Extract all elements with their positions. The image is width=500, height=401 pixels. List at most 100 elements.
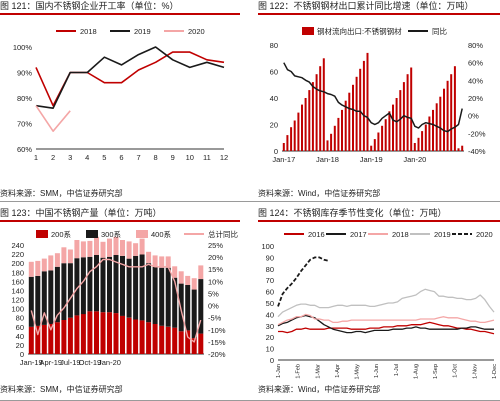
bar — [293, 120, 296, 151]
legend-label: 2019 — [134, 27, 151, 36]
stacked-bar-200系 — [172, 327, 178, 354]
series-line-2019 — [277, 288, 495, 318]
stacked-bar-400系 — [41, 258, 47, 272]
bar — [297, 112, 300, 151]
stacked-bar-300系 — [126, 258, 132, 318]
legend-label: 2020 — [476, 230, 493, 239]
stacked-bar-400系 — [152, 255, 158, 267]
bar — [286, 135, 289, 151]
stacked-bar-400系 — [165, 256, 171, 268]
stacked-bar-200系 — [35, 325, 41, 354]
tick-label: 20 — [270, 121, 278, 130]
stacked-bar-300系 — [94, 255, 99, 312]
tick-label: -40% — [468, 147, 486, 156]
tick-label: 40% — [468, 76, 483, 85]
legend-label: 2017 — [350, 230, 367, 239]
bar — [330, 133, 333, 151]
tick-label: 40 — [16, 332, 24, 341]
tick-label: Apr-19 — [40, 358, 63, 367]
tick-label: 60 — [270, 68, 278, 77]
bar — [384, 119, 387, 151]
stacked-bar-400系 — [146, 251, 152, 264]
panel-title: 图 124：不锈钢库存季节性变化（单位：万吨） — [258, 208, 447, 218]
tick-label: 10 — [186, 153, 194, 162]
stacked-bar-200系 — [120, 315, 125, 354]
tick-label: 20% — [208, 253, 223, 262]
legend-label: 300系 — [101, 229, 122, 239]
legend-label: 钢材流向出口:不锈钢钢材 — [317, 26, 402, 36]
tick-label: 1-Aug — [413, 364, 419, 379]
bar — [377, 132, 380, 151]
tick-label: 4 — [85, 153, 89, 162]
tick-label: 0% — [468, 112, 479, 121]
bar — [319, 66, 322, 151]
bar — [290, 127, 293, 151]
bar — [348, 92, 351, 151]
tick-label: 11 — [203, 153, 211, 162]
legend-label: 2018 — [80, 27, 97, 36]
chart-inventory: 0 10 20 30 40 50 60 70 80 90 100 1-Jan 1-Feb 1-Mar 1-A… — [261, 230, 498, 380]
tick-label: 0 — [270, 356, 274, 365]
tick-label: 12 — [220, 153, 228, 162]
stacked-bar-400系 — [159, 256, 165, 268]
tick-label: Oct-19 — [79, 358, 102, 367]
tick-label: -20% — [468, 129, 486, 138]
stacked-bar-400系 — [139, 238, 145, 255]
tick-label: 1-Jun — [374, 364, 380, 378]
tick-label: 80 — [16, 314, 24, 323]
bar — [417, 137, 420, 152]
tick-label: Jan-19 — [360, 155, 383, 164]
stacked-bar-200系 — [165, 326, 171, 355]
stacked-bar-400系 — [133, 243, 139, 256]
bar — [446, 80, 449, 151]
bar — [344, 100, 347, 151]
tick-label: 8 — [154, 153, 158, 162]
title-rule — [0, 13, 240, 15]
stacked-bar-300系 — [48, 270, 54, 324]
tick-label: 140 — [11, 286, 24, 295]
tick-label: 90% — [17, 69, 32, 78]
yoy-line — [283, 62, 463, 133]
series-line-2016 — [278, 321, 495, 335]
legend-label: 2016 — [308, 230, 325, 239]
tick-label: 1-Oct — [453, 364, 459, 378]
tick-label: Jan-17 — [272, 155, 295, 164]
bar — [421, 131, 424, 151]
legend-label: 200系 — [51, 229, 72, 239]
stacked-bar-400系 — [113, 236, 119, 255]
tick-label: 1 — [34, 153, 38, 162]
tick-label: -15% — [208, 338, 226, 347]
bar — [337, 117, 340, 151]
chart-source: 资料来源：SMM，中信证券研究部 — [0, 189, 123, 198]
tick-label: 60% — [468, 59, 483, 68]
stacked-bar-300系 — [191, 289, 197, 339]
stacked-bar-200系 — [74, 315, 80, 354]
bar — [406, 74, 409, 151]
panel-inventory: 图 124：不锈钢库存季节性变化（单位：万吨） 0 10 20 30 40 50 60 70 8… — [258, 207, 500, 401]
tick-label: 120 — [11, 296, 24, 305]
bar — [457, 148, 460, 151]
tick-label: 0 — [20, 350, 24, 359]
tick-label: 10 — [266, 345, 274, 354]
legend-swatch — [36, 230, 48, 238]
stacked-bar-400系 — [28, 261, 34, 277]
tick-label: 60 — [266, 288, 274, 297]
bar — [413, 143, 416, 151]
chart-source: 资料来源：Wind，中信证券研究部 — [258, 385, 381, 394]
bar — [392, 104, 394, 151]
chart-export: 0 20 40 60 80 -40% -20% 0% 20% 40% 60% 80% Jan-17 Jan… — [270, 26, 486, 164]
stacked-bar-400系 — [172, 266, 178, 278]
bar — [450, 74, 453, 151]
total-yoy-line — [30, 258, 202, 343]
bar — [282, 143, 285, 151]
section-divider — [0, 201, 500, 202]
stacked-bar-400系 — [48, 255, 54, 271]
stacked-bar-200系 — [54, 322, 60, 354]
tick-label: 5 — [102, 153, 106, 162]
bar — [381, 125, 384, 151]
stacked-bar-400系 — [100, 241, 106, 258]
title-rule — [258, 220, 500, 222]
legend-swatch — [136, 230, 148, 238]
